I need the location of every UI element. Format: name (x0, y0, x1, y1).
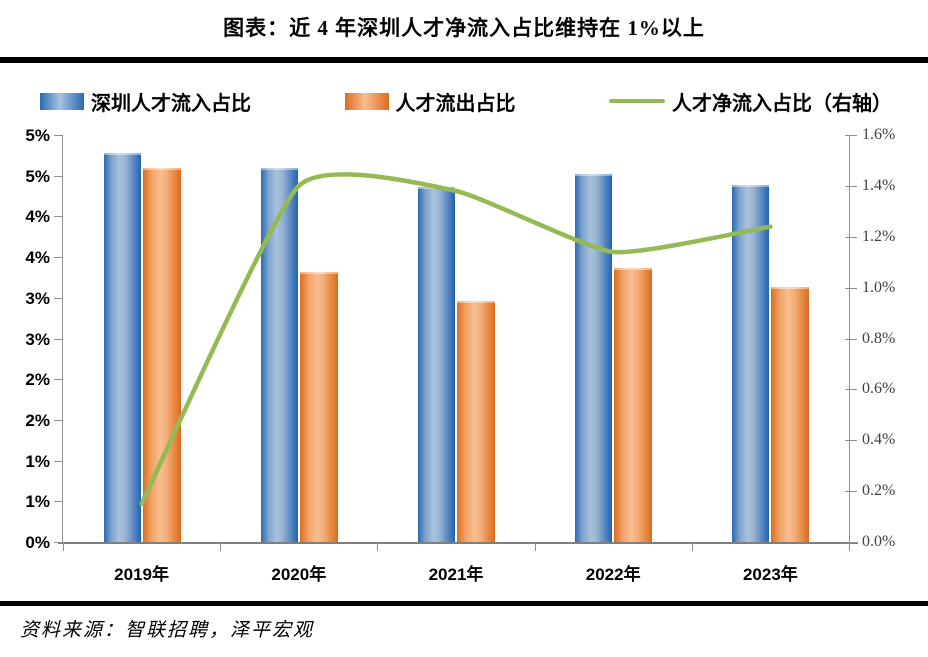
left-axis-tick-label: 4% (25, 207, 50, 227)
right-axis-tick (845, 542, 857, 543)
left-axis-tick-label: 5% (25, 166, 50, 186)
legend-item: 人才净流入占比（右轴） (609, 87, 892, 116)
x-axis-tick (377, 542, 379, 551)
inflow-bar (575, 174, 613, 542)
left-axis-tick (54, 175, 63, 177)
left-axis-tick (54, 379, 63, 381)
x-axis-category-label: 2022年 (585, 565, 641, 584)
right-axis-tick (845, 389, 857, 391)
left-axis-tick-label: 5% (25, 126, 50, 145)
x-axis-category-label: 2019年 (114, 565, 169, 584)
right-axis-tick (845, 185, 857, 187)
right-axis-tick-label: 1.0% (862, 278, 896, 296)
inflow-bar (260, 167, 298, 542)
x-axis-tick (691, 542, 693, 551)
outflow-bar (299, 271, 338, 542)
chart-legend: 深圳人才流入占比 人才流出占比 人才净流入占比（右轴） (40, 84, 892, 118)
right-axis-tick-label: 0.2% (862, 482, 896, 500)
left-axis-tick (54, 257, 63, 259)
left-axis-tick (54, 135, 63, 136)
legend-item: 深圳人才流入占比 (40, 87, 251, 116)
right-axis-tick-label: 1.6% (862, 126, 896, 143)
left-axis-tick (54, 297, 63, 299)
legend-label: 人才流出占比 (395, 92, 516, 115)
left-axis-tick-label: 3% (25, 288, 50, 308)
inflow-bar (103, 152, 141, 542)
right-axis-tick-label: 1.4% (862, 176, 896, 194)
page-title: 图表：近 4 年深圳人才净流入占比维持在 1%以上 (223, 16, 705, 40)
outflow-bar (142, 167, 181, 542)
right-axis-tick-label: 0.0% (862, 533, 896, 550)
right-axis-tick (845, 491, 857, 493)
left-axis-tick (54, 501, 63, 503)
net-legend-swatch (609, 99, 665, 103)
outflow-bar (771, 287, 810, 542)
outflow-bar (457, 301, 495, 542)
x-axis-category-label: 2020年 (271, 565, 327, 584)
x-axis-tick (63, 542, 64, 551)
left-axis-tick-label: 1% (25, 492, 50, 512)
legend-label: 深圳人才流入占比 (91, 92, 251, 115)
left-axis-tick-label: 0% (25, 533, 50, 552)
left-axis-tick-label: 3% (25, 329, 50, 349)
x-axis-category-label: 2021年 (428, 565, 484, 584)
left-axis-tick (54, 216, 63, 218)
left-axis-tick-label: 2% (25, 410, 50, 430)
inflow-bar (418, 187, 455, 542)
legend-item: 人才流出占比 (344, 87, 516, 116)
source-note: 资料来源：智联招聘，泽平宏观 (20, 620, 315, 641)
right-axis-tick (845, 135, 857, 136)
net-inflow-line-path (139, 172, 773, 507)
footer-divider-rule (0, 601, 928, 606)
right-axis-tick-label: 0.8% (862, 329, 896, 347)
right-axis-tick-label: 0.4% (862, 431, 896, 449)
right-axis-tick-label: 1.2% (862, 227, 896, 245)
left-axis-tick-label: 4% (25, 248, 50, 268)
left-axis-tick (54, 460, 63, 462)
left-axis-tick-label: 2% (25, 370, 50, 390)
right-axis-tick (845, 236, 857, 238)
left-axis-tick (54, 338, 63, 340)
right-axis-tick (845, 287, 857, 289)
title-divider-rule (0, 57, 928, 63)
outflow-bar (614, 267, 653, 542)
left-axis-tick (54, 419, 63, 421)
right-axis-tick-label: 0.6% (862, 380, 896, 398)
left-axis-tick (54, 542, 63, 543)
x-axis-tick (849, 542, 850, 551)
inflow-legend-swatch (40, 92, 84, 110)
right-axis-tick (845, 338, 857, 340)
inflow-bar (732, 185, 770, 542)
left-axis-tick-label: 1% (25, 451, 50, 471)
outflow-legend-swatch (344, 92, 389, 110)
x-axis-tick (220, 542, 222, 551)
right-axis-tick (845, 440, 857, 442)
x-axis-tick (534, 542, 536, 551)
x-axis-line (58, 542, 858, 544)
x-axis-category-label: 2023年 (742, 565, 798, 584)
legend-label: 人才净流入占比（右轴） (672, 92, 892, 115)
